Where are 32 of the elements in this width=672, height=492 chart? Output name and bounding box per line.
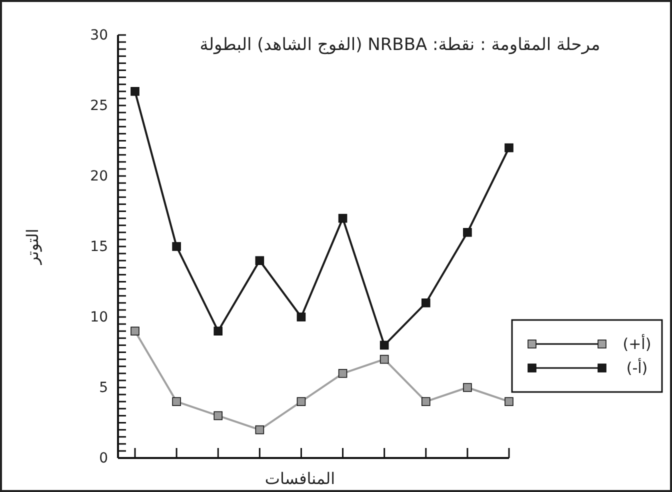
point (338, 369, 348, 378)
point (421, 397, 430, 406)
point (380, 354, 389, 364)
chart-title: مرحلة المقاومة : نقطة: NRBBA (الفوج الشاهد) البطولة (200, 35, 600, 55)
point (130, 326, 140, 336)
point (463, 383, 472, 392)
point (504, 397, 514, 406)
point (130, 87, 140, 96)
point (296, 397, 306, 406)
y-tick-label: 30 (90, 27, 108, 44)
y-tick-label: 10 (90, 309, 108, 326)
point (463, 228, 472, 237)
point (214, 326, 223, 336)
point (255, 256, 264, 265)
point (421, 298, 430, 308)
point (214, 411, 223, 420)
point (504, 143, 514, 152)
y-tick-label: 0 (99, 450, 108, 466)
y-tick-label: 25 (90, 98, 108, 114)
point (255, 425, 264, 434)
point (172, 397, 181, 406)
y-tick-label: 15 (90, 238, 108, 255)
legend-label: (أ+) (622, 334, 652, 353)
y-tick-label: 20 (90, 168, 108, 184)
legend-label: (أ-) (626, 358, 648, 377)
y-axis-title: التوتر (23, 228, 42, 266)
point (172, 242, 181, 251)
point (338, 214, 348, 223)
point (296, 312, 306, 322)
y-tick-label: 5 (99, 380, 108, 396)
point (380, 340, 389, 350)
x-axis-title: المنافسات (264, 469, 336, 488)
